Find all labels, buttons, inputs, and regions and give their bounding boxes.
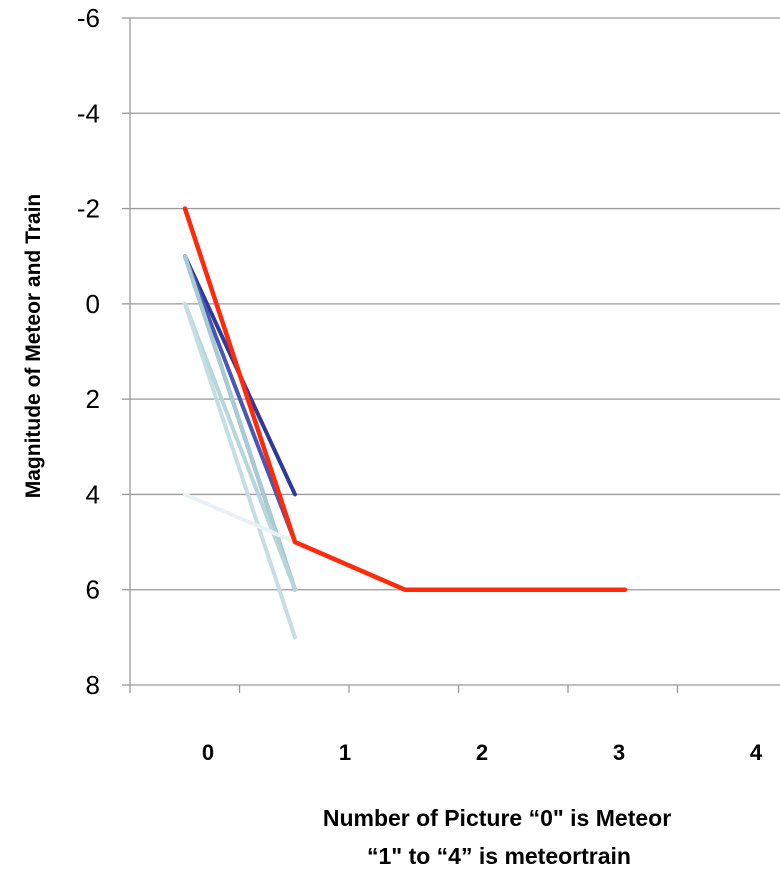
y-axis-title: Magnitude of Meteor and Train [22, 194, 45, 499]
axes [122, 17, 780, 693]
x-axis-title-line-1: Number of Picture “0" is Meteor [323, 805, 671, 831]
x-tick-label: 0 [202, 740, 214, 765]
y-tick-label: 8 [86, 670, 100, 700]
x-tick-label: 3 [613, 740, 625, 765]
x-tick-label: 2 [476, 740, 488, 765]
series-line-6 [183, 301, 297, 640]
x-axis-title-line-2: “1" to “4” is meteortrain [367, 843, 631, 869]
y-tick-label: -2 [77, 194, 100, 224]
y-tick-label: 2 [86, 384, 100, 414]
y-tick-label: -6 [77, 3, 100, 33]
series-line-4 [183, 254, 297, 592]
y-tick-label: -4 [77, 98, 100, 128]
x-tick-label: 1 [339, 740, 351, 765]
series-line-5 [183, 301, 297, 592]
series-line-8 [182, 206, 628, 592]
y-tick-label: 6 [86, 575, 100, 605]
y-tick-label: 4 [86, 479, 100, 509]
x-tick-label: 4 [750, 740, 763, 765]
y-tick-labels: -6 -4 -2 0 2 4 6 8 [77, 3, 100, 700]
y-tick-label: 0 [86, 289, 100, 319]
x-tick-labels: 0 1 2 3 4 [202, 740, 763, 765]
gridlines [130, 17, 780, 591]
series-line-3 [183, 254, 297, 545]
series-lines [182, 206, 628, 640]
series-line-7 [183, 492, 297, 545]
